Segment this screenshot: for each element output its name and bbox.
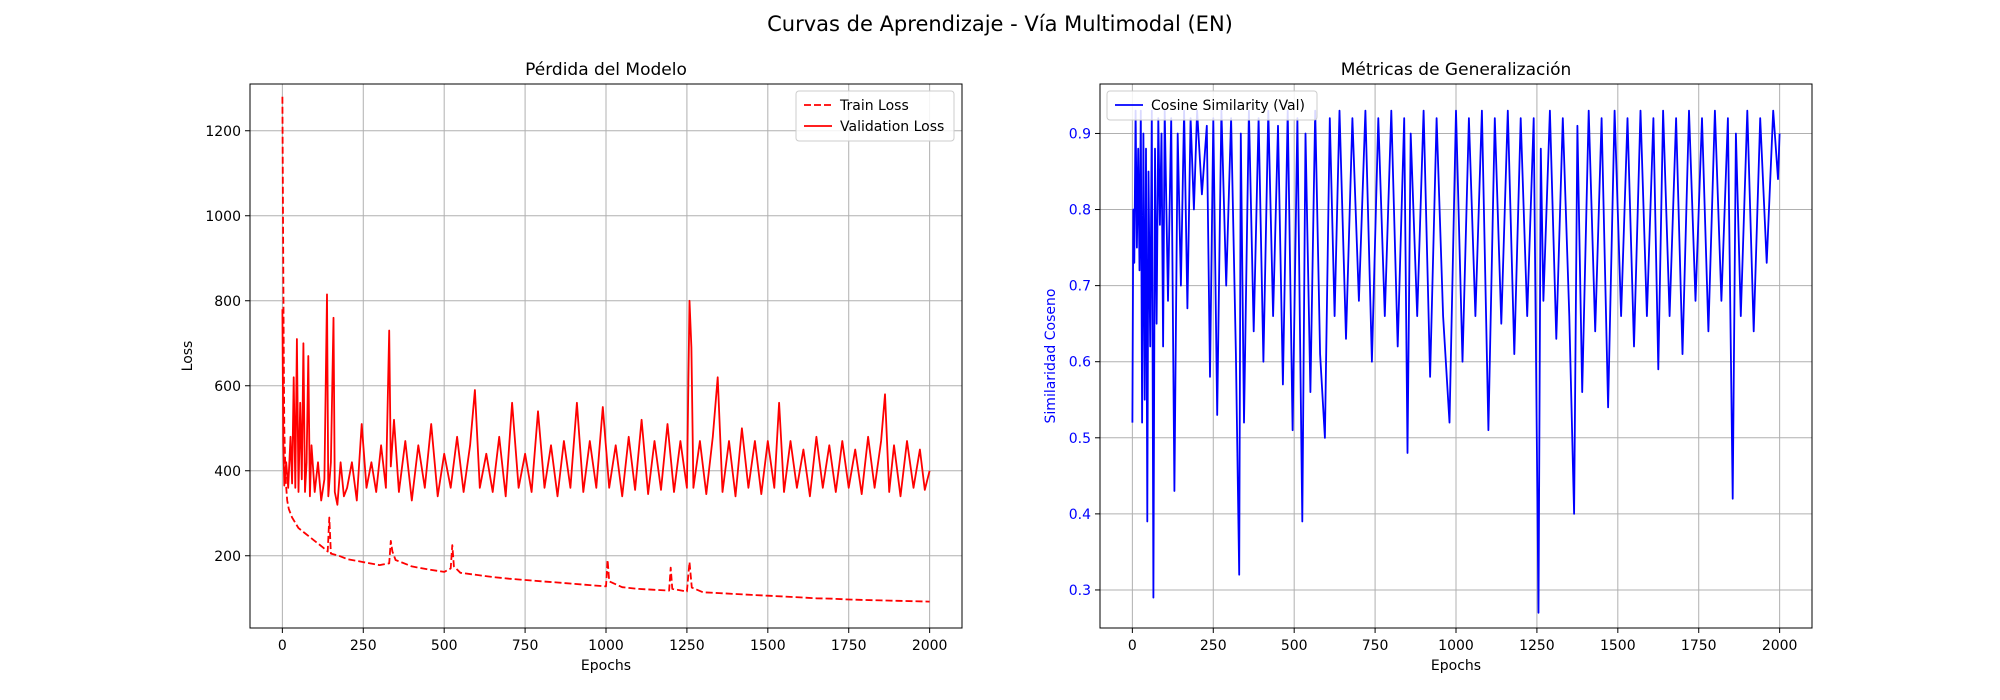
y-tick-label: 0.6 bbox=[1069, 355, 1091, 371]
y-tick-label: 0.9 bbox=[1069, 126, 1091, 142]
x-tick-label: 1000 bbox=[1438, 638, 1474, 654]
x-tick-label: 500 bbox=[431, 638, 458, 654]
y-tick-label: 0.8 bbox=[1069, 203, 1091, 219]
x-tick-label: 750 bbox=[512, 638, 539, 654]
chart-title: Métricas de Generalización bbox=[1341, 60, 1572, 80]
y-axis-label: Loss bbox=[180, 341, 196, 372]
series-line-train-loss bbox=[281, 96, 930, 603]
x-tick-label: 250 bbox=[1200, 638, 1227, 654]
x-tick-label: 1500 bbox=[1600, 638, 1636, 654]
x-tick-label: 0 bbox=[278, 638, 287, 654]
legend-entry: Validation Loss bbox=[840, 119, 944, 135]
similarity-chart: 0 250 500 750 1000 1250 1500 1750 2000 0.3 0.4 0.5 0… bbox=[1043, 60, 1813, 674]
legend-entry: Train Loss bbox=[839, 98, 909, 114]
y-tick-label: 0.4 bbox=[1069, 507, 1091, 523]
x-tick-label: 1250 bbox=[669, 638, 705, 654]
y-tick-label: 800 bbox=[214, 294, 241, 310]
y-tick-label: 200 bbox=[214, 549, 241, 565]
y-axis-label: Similaridad Coseno bbox=[1043, 289, 1059, 424]
figure-title: Curvas de Aprendizaje - Vía Multimodal (… bbox=[767, 12, 1233, 36]
x-tick-label: 1500 bbox=[750, 638, 786, 654]
y-tick-label: 0.7 bbox=[1069, 279, 1091, 295]
legend-box bbox=[795, 90, 955, 142]
x-tick-label: 750 bbox=[1362, 638, 1389, 654]
y-tick-label: 400 bbox=[214, 464, 241, 480]
loss-chart: 0 250 500 750 1000 1250 1500 1750 2000 200 400 600 8… bbox=[180, 60, 963, 674]
y-tick-label: 1200 bbox=[205, 124, 241, 140]
y-tick-label: 0.5 bbox=[1069, 431, 1091, 447]
x-tick-label: 2000 bbox=[912, 638, 948, 654]
legend-entry: Cosine Similarity (Val) bbox=[1151, 98, 1305, 114]
legend: Train Loss Validation Loss bbox=[795, 90, 955, 142]
chart-title: Pérdida del Modelo bbox=[525, 60, 687, 80]
x-axis-label: Epochs bbox=[581, 658, 631, 674]
x-tick-label: 1000 bbox=[588, 638, 624, 654]
legend: Cosine Similarity (Val) bbox=[1106, 90, 1318, 121]
x-tick-label: 1750 bbox=[1681, 638, 1717, 654]
x-tick-label: 250 bbox=[350, 638, 377, 654]
y-tick-label: 600 bbox=[214, 379, 241, 395]
x-tick-label: 1250 bbox=[1519, 638, 1555, 654]
x-axis-label: Epochs bbox=[1431, 658, 1481, 674]
x-tick-label: 0 bbox=[1128, 638, 1137, 654]
series-line-validation-loss bbox=[281, 293, 931, 506]
series-line-cosine-similarity-val- bbox=[1131, 109, 1781, 614]
x-tick-label: 1750 bbox=[831, 638, 867, 654]
y-tick-label: 0.3 bbox=[1069, 583, 1091, 599]
y-tick-label: 1000 bbox=[205, 209, 241, 225]
legend-box bbox=[1106, 90, 1318, 121]
x-tick-label: 500 bbox=[1281, 638, 1308, 654]
x-tick-label: 2000 bbox=[1762, 638, 1798, 654]
